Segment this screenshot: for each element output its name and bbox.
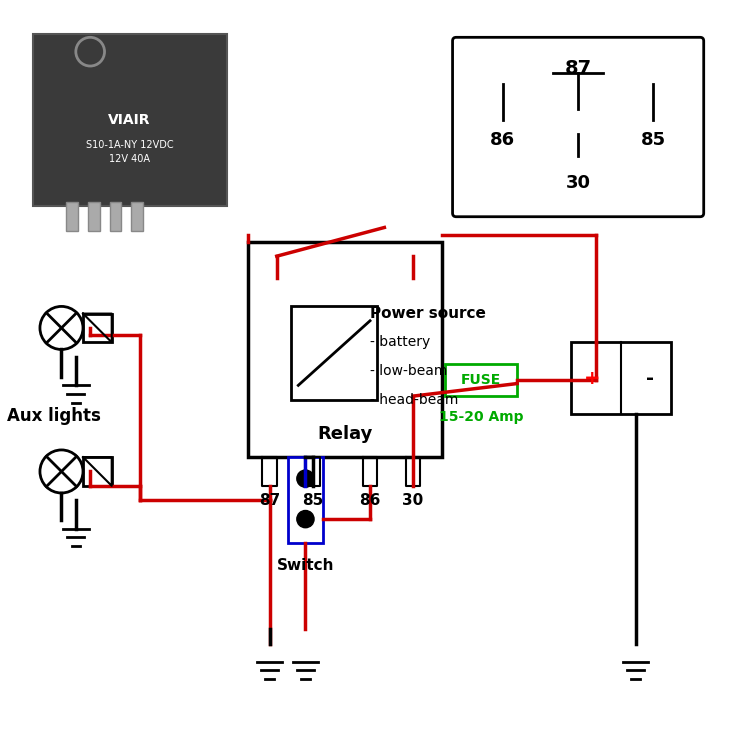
Text: 15-20 Amp: 15-20 Amp [439, 410, 523, 424]
Text: 12V 40A: 12V 40A [109, 154, 150, 164]
Text: 85: 85 [302, 493, 323, 508]
Bar [83, 314, 112, 342]
Bar [291, 306, 378, 400]
Bar [66, 203, 78, 231]
Text: 30: 30 [403, 493, 424, 508]
Text: 86: 86 [359, 493, 381, 508]
Text: Switch: Switch [277, 557, 334, 573]
Bar [288, 457, 323, 543]
Text: 85: 85 [641, 131, 666, 148]
Bar [88, 203, 99, 231]
Text: VIAIR: VIAIR [108, 113, 151, 127]
Text: Power source: Power source [370, 306, 486, 321]
Bar [248, 242, 442, 457]
Circle shape [297, 510, 314, 528]
Text: 30: 30 [566, 174, 590, 191]
Text: - battery: - battery [370, 335, 431, 349]
Bar [131, 203, 143, 231]
FancyBboxPatch shape [453, 37, 704, 217]
Circle shape [297, 470, 314, 487]
Text: 87: 87 [565, 59, 592, 78]
Text: +: + [584, 369, 601, 387]
Text: Aux lights: Aux lights [7, 407, 102, 425]
Text: 86: 86 [490, 131, 515, 148]
Text: -: - [646, 369, 654, 387]
Bar [571, 342, 671, 414]
Text: - head-beam: - head-beam [370, 393, 459, 407]
Text: Relay: Relay [317, 424, 372, 443]
Bar [33, 33, 227, 206]
Text: FUSE: FUSE [461, 373, 501, 387]
Bar [445, 364, 517, 396]
Text: 87: 87 [259, 493, 280, 508]
Text: S10-1A-NY 12VDC: S10-1A-NY 12VDC [86, 140, 174, 150]
Bar [110, 203, 121, 231]
Bar [83, 457, 112, 486]
Text: - low-beam: - low-beam [370, 364, 447, 378]
